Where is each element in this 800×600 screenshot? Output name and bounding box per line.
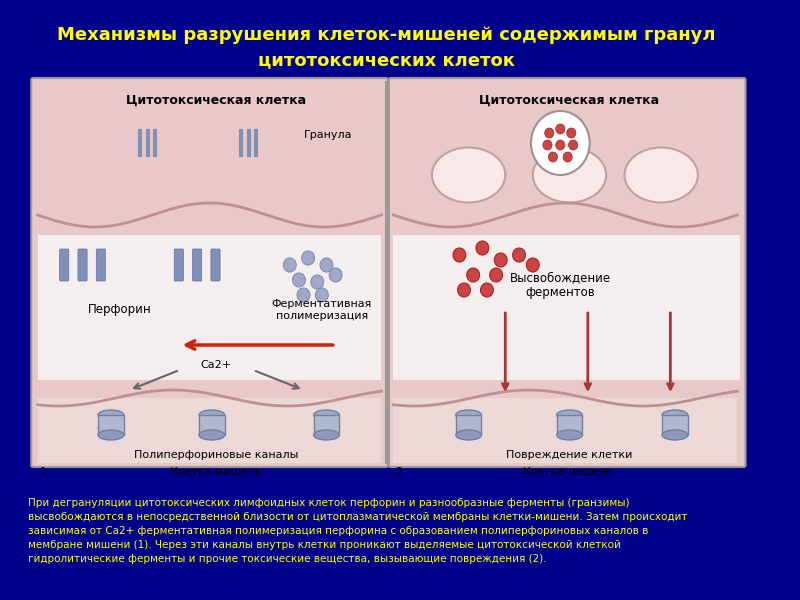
FancyBboxPatch shape [557, 415, 582, 435]
Ellipse shape [557, 430, 582, 440]
FancyBboxPatch shape [59, 249, 69, 281]
FancyBboxPatch shape [96, 249, 106, 281]
Text: Ферментативная
полимеризация: Ферментативная полимеризация [272, 299, 372, 321]
Text: Цитотоксическая клетка: Цитотоксическая клетка [126, 94, 306, 107]
Circle shape [453, 248, 466, 262]
FancyBboxPatch shape [389, 78, 746, 467]
Ellipse shape [314, 430, 339, 440]
Ellipse shape [557, 410, 582, 420]
Circle shape [476, 241, 489, 255]
Circle shape [569, 140, 578, 150]
FancyBboxPatch shape [38, 398, 382, 463]
PathPatch shape [38, 80, 382, 235]
Text: Гранула: Гранула [303, 130, 352, 140]
Circle shape [563, 152, 572, 162]
Ellipse shape [662, 410, 688, 420]
Text: Механизмы разрушения клеток-мишеней содержимым гранул: Механизмы разрушения клеток-мишеней соде… [57, 26, 715, 44]
Circle shape [127, 121, 168, 165]
Text: Перфорин: Перфорин [88, 304, 152, 317]
FancyBboxPatch shape [456, 415, 482, 435]
Ellipse shape [662, 430, 688, 440]
Ellipse shape [267, 148, 340, 202]
Circle shape [293, 273, 306, 287]
FancyBboxPatch shape [174, 249, 183, 281]
Ellipse shape [625, 148, 698, 202]
Circle shape [481, 283, 494, 297]
FancyBboxPatch shape [662, 415, 688, 435]
Circle shape [330, 268, 342, 282]
Ellipse shape [98, 410, 124, 420]
FancyBboxPatch shape [19, 480, 753, 600]
Text: Цитотоксическая клетка: Цитотоксическая клетка [479, 94, 659, 107]
Circle shape [490, 268, 502, 282]
Circle shape [545, 128, 554, 138]
FancyBboxPatch shape [98, 415, 124, 435]
Circle shape [556, 140, 565, 150]
Circle shape [466, 268, 479, 282]
Ellipse shape [456, 430, 482, 440]
Circle shape [458, 283, 470, 297]
Ellipse shape [102, 148, 175, 202]
FancyBboxPatch shape [199, 415, 225, 435]
Circle shape [543, 140, 552, 150]
FancyBboxPatch shape [31, 78, 388, 467]
Text: При дегрануляции цитотоксических лимфоидных клеток перфорин и разнообразные ферм: При дегрануляции цитотоксических лимфоид… [29, 498, 688, 564]
Text: 1: 1 [39, 467, 46, 477]
Circle shape [311, 275, 324, 289]
Text: Клетка-мишень: Клетка-мишень [170, 467, 262, 477]
Circle shape [494, 253, 507, 267]
Text: цитотоксических клеток: цитотоксических клеток [258, 51, 514, 69]
Text: Высвобождение
ферментов: Высвобождение ферментов [510, 271, 611, 299]
Circle shape [228, 121, 269, 165]
FancyBboxPatch shape [38, 235, 382, 380]
Circle shape [548, 152, 558, 162]
Text: Клетка-мишень: Клетка-мишень [523, 467, 616, 477]
FancyBboxPatch shape [314, 415, 339, 435]
Circle shape [302, 251, 314, 265]
FancyBboxPatch shape [394, 398, 738, 463]
FancyBboxPatch shape [78, 249, 87, 281]
Ellipse shape [314, 410, 339, 420]
Text: Повреждение клетки: Повреждение клетки [506, 450, 633, 460]
Ellipse shape [533, 148, 606, 202]
FancyBboxPatch shape [193, 249, 202, 281]
Circle shape [297, 288, 310, 302]
Text: Полиперфориновые каналы: Полиперфориновые каналы [134, 450, 298, 460]
Circle shape [283, 258, 296, 272]
Ellipse shape [456, 410, 482, 420]
Text: 2: 2 [395, 467, 402, 477]
Ellipse shape [432, 148, 506, 202]
Ellipse shape [180, 148, 253, 202]
Ellipse shape [199, 430, 225, 440]
Text: Ca2+: Ca2+ [201, 360, 232, 370]
FancyBboxPatch shape [394, 235, 740, 380]
Circle shape [556, 124, 565, 134]
Circle shape [531, 111, 590, 175]
Circle shape [566, 128, 576, 138]
Ellipse shape [199, 410, 225, 420]
Ellipse shape [98, 430, 124, 440]
Circle shape [315, 288, 328, 302]
FancyBboxPatch shape [211, 249, 220, 281]
Circle shape [320, 258, 333, 272]
Circle shape [526, 258, 539, 272]
Circle shape [513, 248, 526, 262]
